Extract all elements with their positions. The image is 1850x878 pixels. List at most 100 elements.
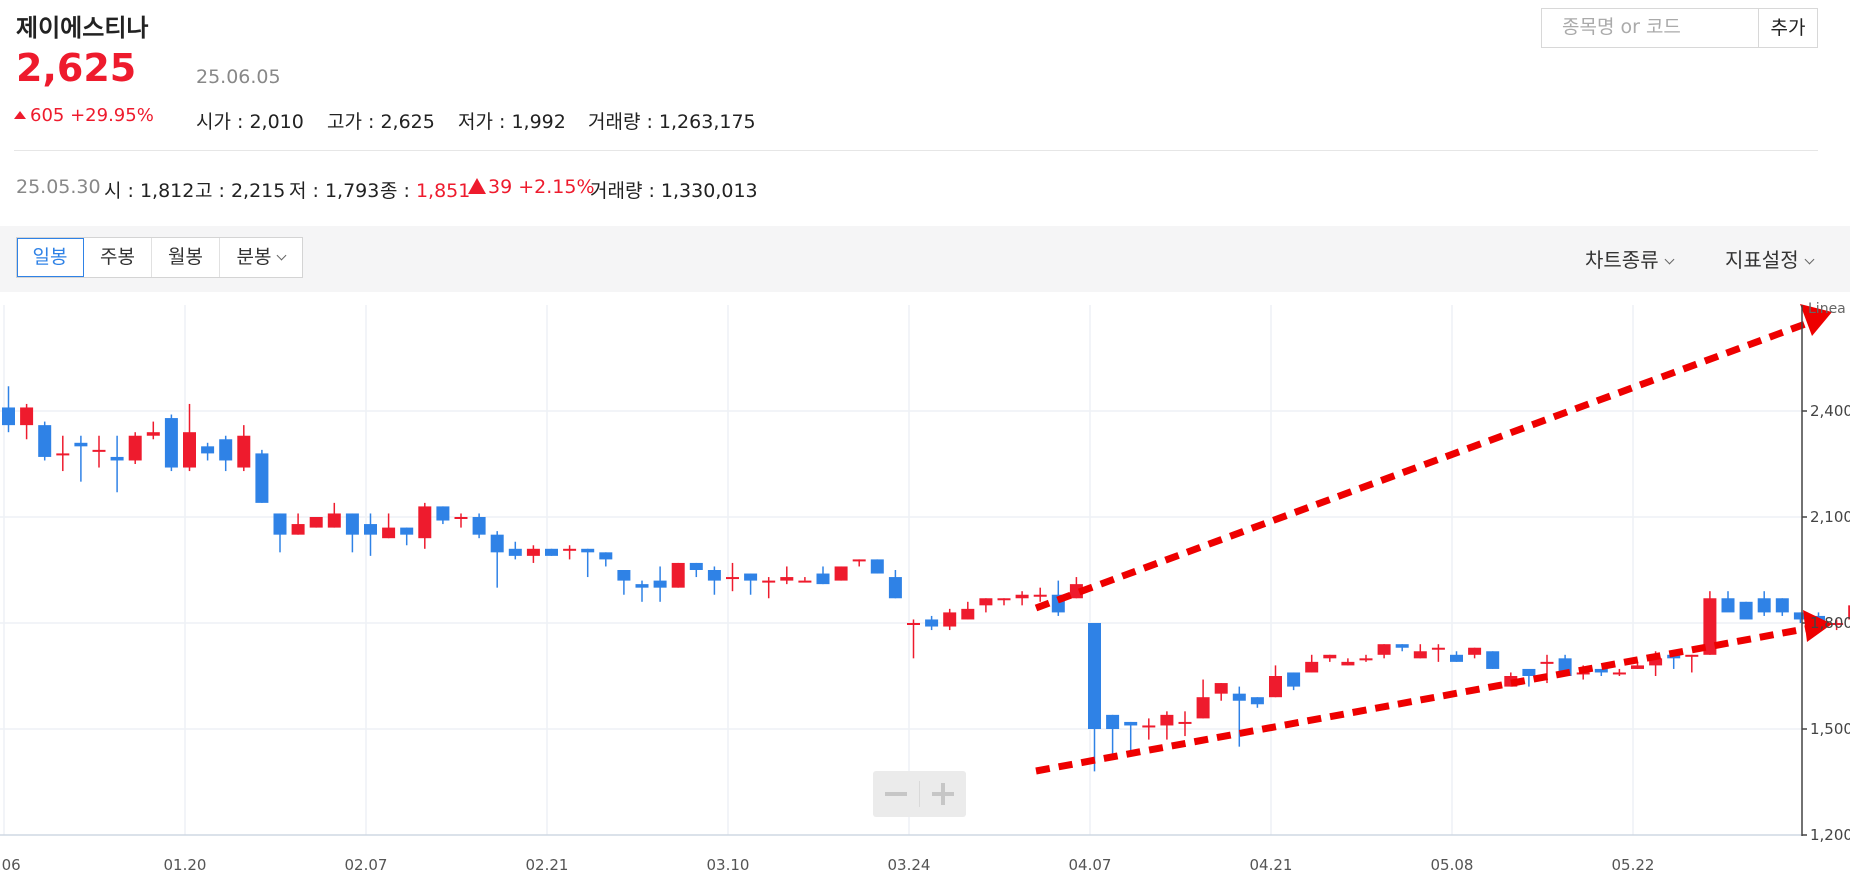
candle-body: [1757, 598, 1771, 613]
candle-body: [635, 584, 649, 588]
candle-body: [255, 453, 269, 503]
chart-type-menu[interactable]: 차트종류: [1585, 244, 1675, 273]
candle-body: [726, 577, 739, 580]
x-tick-label: 03.24: [888, 856, 931, 874]
candle-body: [1793, 612, 1807, 620]
x-tick-label: 05.08: [1431, 856, 1474, 874]
candle-body: [1775, 598, 1789, 613]
zoom-out-icon[interactable]: [873, 771, 919, 817]
indicator-menu[interactable]: 지표설정: [1725, 244, 1815, 273]
prev-low: 저 : 1,793: [289, 176, 379, 203]
high-label: 고가 :: [327, 111, 381, 133]
y-tick-label: 2,400: [1810, 402, 1850, 420]
candle-body: [762, 580, 776, 583]
search-input[interactable]: [1542, 9, 1752, 45]
tab-minute-label: 분봉: [236, 246, 272, 268]
zoom-in-icon[interactable]: [920, 771, 966, 817]
candle-body: [490, 534, 504, 553]
candle-body: [1287, 672, 1301, 687]
candle-body: [291, 524, 305, 535]
candle-body: [780, 577, 794, 581]
candle-body: [1160, 714, 1174, 726]
volume-value: 1,263,175: [658, 111, 756, 133]
y-tick-label: 1,500: [1810, 720, 1850, 738]
candle-body: [1576, 672, 1590, 675]
high-value: 2,625: [380, 111, 435, 133]
candle-body: [1069, 584, 1083, 599]
candle-body: [454, 517, 468, 519]
candle-body: [1649, 658, 1663, 666]
trend-annotations: [1034, 304, 1832, 775]
candle-series: [2, 386, 1850, 772]
high-stat: 고가 : 2,625: [327, 107, 435, 134]
prev-close-value: 1,851: [415, 180, 471, 202]
candle-body: [273, 513, 287, 535]
candle-body: [1341, 661, 1355, 666]
candle-body: [852, 559, 866, 562]
current-price: 2,625: [16, 46, 137, 90]
open-label: 시가 :: [196, 111, 250, 133]
candle-body: [581, 548, 595, 553]
open-stat: 시가 : 2,010: [196, 107, 304, 134]
tab-weekly[interactable]: 주봉: [84, 238, 152, 277]
arrow-up-icon: [14, 111, 26, 119]
candle-body: [689, 562, 703, 570]
candle-body: [1848, 605, 1850, 620]
zoom-divider: [919, 781, 920, 807]
candle-body: [707, 570, 721, 581]
prev-change: 39 +2.15%: [464, 176, 595, 198]
candle-body: [1721, 598, 1735, 613]
prev-date: 25.05.30: [16, 176, 101, 198]
scale-label: Linea: [1808, 301, 1846, 317]
candle-body: [1178, 721, 1192, 724]
divider: [14, 150, 1818, 151]
candle-body: [1594, 668, 1608, 673]
candle-body: [1106, 714, 1120, 729]
price-change: 605 +29.95%: [14, 105, 154, 126]
x-tick-label: 03.10: [707, 856, 750, 874]
candle-body: [164, 418, 178, 468]
candle-body: [798, 580, 812, 583]
candle-body: [907, 623, 920, 625]
candle-body: [1033, 594, 1047, 597]
triangle-up-icon: [468, 178, 486, 194]
candle-body: [327, 513, 341, 528]
lower-trend-line: [1035, 624, 1811, 775]
indicator-label: 지표설정: [1725, 248, 1799, 272]
candle-body: [943, 612, 957, 627]
prev-open-label: 시 :: [104, 180, 140, 202]
candle-body: [472, 517, 486, 535]
candlestick-chart[interactable]: 1.06 01.20 02.07 02.21 03.10 03.24 04.07 04.21 0…: [0, 300, 1850, 878]
prev-high-label: 고 :: [195, 180, 231, 202]
candle-body: [1431, 647, 1445, 650]
candle-body: [925, 619, 939, 627]
tab-monthly[interactable]: 월봉: [152, 238, 220, 277]
candle-body: [20, 407, 34, 426]
candle-body: [1450, 654, 1463, 662]
candle-body: [1468, 647, 1482, 655]
candle-body: [563, 548, 577, 551]
y-tick-label: 2,100: [1810, 508, 1850, 526]
prev-change-value: 39 +2.15%: [488, 176, 595, 198]
x-tick-label: 02.21: [526, 856, 569, 874]
candle-body: [418, 506, 432, 539]
low-label: 저가 :: [458, 111, 512, 133]
candle-body: [979, 598, 993, 606]
prev-high-value: 2,215: [230, 180, 286, 202]
prev-close-label: 종 :: [380, 180, 416, 202]
candle-body: [183, 432, 196, 468]
tab-minute[interactable]: 분봉: [220, 238, 302, 277]
x-tick-label: 04.21: [1250, 856, 1293, 874]
chart-toolbar: [0, 226, 1850, 292]
x-tick-label: 1.06: [0, 856, 21, 874]
candle-body: [1250, 697, 1264, 705]
add-button[interactable]: 추가: [1758, 8, 1818, 48]
candle-body: [617, 570, 631, 581]
candle-body: [1232, 693, 1246, 701]
y-tick-label: 1,800: [1810, 614, 1850, 632]
candle-body: [1413, 651, 1427, 659]
price-change-value: 605 +29.95%: [30, 105, 154, 126]
candle-body: [1522, 668, 1536, 676]
candle-body: [38, 425, 52, 457]
tab-daily[interactable]: 일봉: [17, 238, 84, 277]
